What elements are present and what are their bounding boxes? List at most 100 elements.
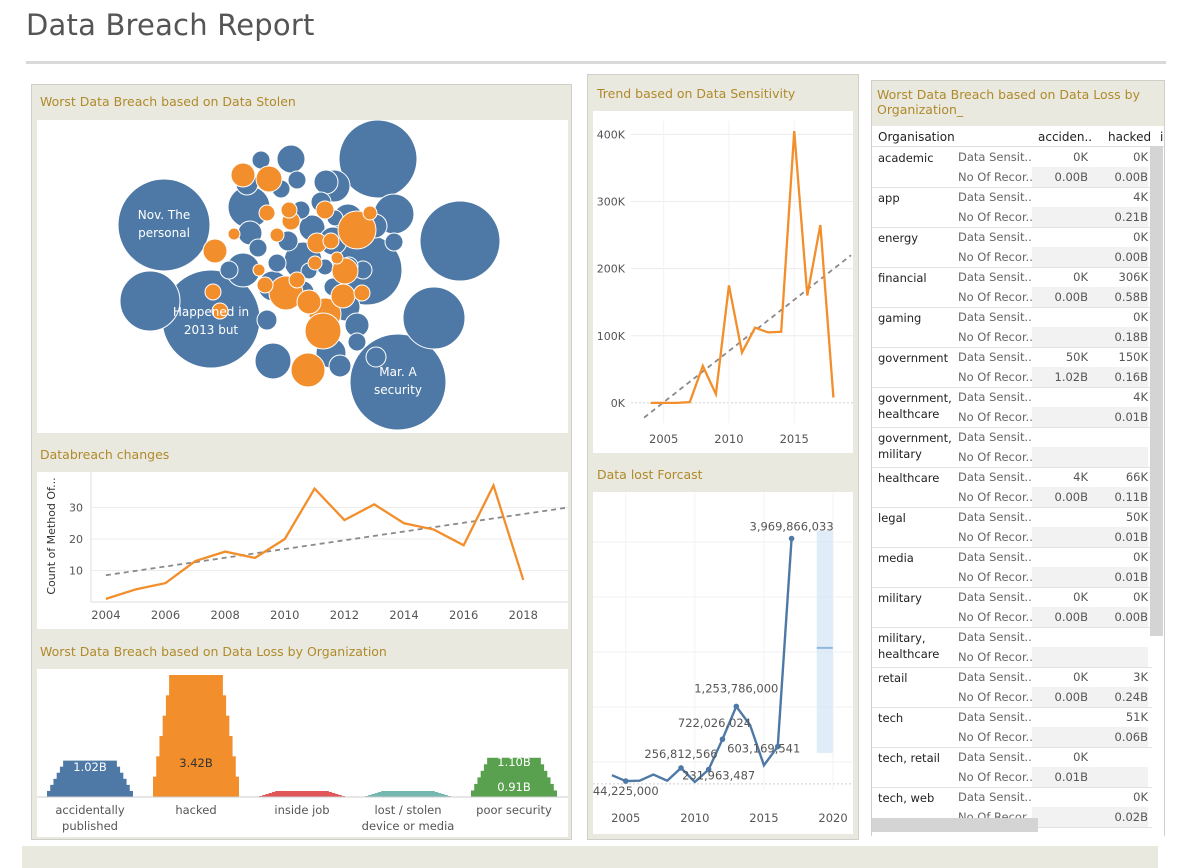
data-lost-forecast-svg[interactable]: 2005 2010 2015 2020 44,225,000 256,812,566 231… (593, 492, 853, 834)
header-inside[interactable]: i (1160, 130, 1164, 144)
trend-sensitivity-chart[interactable]: 0K 100K 200K 300K 400K 2005 2010 2015 (593, 111, 853, 453)
header-organisation[interactable]: Organisation (878, 130, 955, 144)
accidental-cell: 0.00B (1054, 610, 1089, 624)
table-row[interactable]: energy Data Sensit.. 0K No Of Recor.. 0.00B (872, 227, 1152, 268)
table-row[interactable]: military Data Sensit.. 0K 0K No Of Recor.. 0.… (872, 587, 1152, 628)
accidental-cell: 0K (1073, 670, 1088, 684)
row-shade (1032, 607, 1148, 627)
header-accidentally[interactable]: acciden.. (1038, 130, 1093, 144)
table-horizontal-scrollbar[interactable] (872, 818, 1038, 832)
hacked-cell: 0.00B (1114, 610, 1149, 624)
table-row[interactable]: financial Data Sensit.. 0K 306K No Of Recor.… (872, 267, 1152, 308)
row-shade (1032, 767, 1148, 787)
measure-name: No Of Recor.. (958, 730, 1032, 744)
data-point (678, 765, 684, 771)
databreach-changes-svg[interactable]: 10 20 30 2004 2006 2008 2010 2012 2014 2016 2018 Co… (37, 472, 569, 629)
row-shade (1032, 647, 1148, 667)
bubble (117, 178, 211, 272)
bubble (227, 227, 241, 241)
bubble (330, 283, 356, 309)
data-point-label: 603,169,541 (727, 742, 800, 756)
table-row[interactable]: legal Data Sensit.. 50K No Of Recor.. 0.01B (872, 507, 1152, 548)
measure-name: No Of Recor.. (958, 410, 1032, 424)
table-row[interactable]: tech Data Sensit.. 51K No Of Recor.. 0.06B (872, 707, 1152, 748)
trend-sensitivity-title: Trend based on Data Sensitivity (597, 86, 796, 101)
measure-name: No Of Recor.. (958, 530, 1032, 544)
accidental-cell: 1.02B (1054, 370, 1089, 384)
bar-segment (474, 783, 554, 791)
bubble (287, 170, 307, 190)
row-shade (1032, 487, 1148, 507)
bar-segment (59, 766, 121, 774)
measure-name: Data Sensit.. (958, 470, 1032, 484)
bubble-chart[interactable]: Nov. The personal Happened in 2013 but Mar. … (37, 119, 568, 433)
data-point (622, 778, 629, 784)
measure-name: No Of Recor.. (958, 690, 1032, 704)
hacked-cell: 51K (1125, 710, 1148, 724)
bubble-label: Mar. A (379, 365, 417, 379)
table-row[interactable]: government, healthcare Data Sensit.. 4K No … (872, 387, 1152, 428)
data-stolen-title: Worst Data Breach based on Data Stolen (40, 94, 296, 109)
table-row[interactable]: app Data Sensit.. 4K No Of Recor.. 0.21B (872, 187, 1152, 228)
bar-value-label: 3.42B (179, 756, 213, 770)
loss-by-org-table[interactable]: Organisation acciden.. hacked i academic… (872, 126, 1164, 836)
measure-name: No Of Recor.. (958, 370, 1032, 384)
table-row[interactable]: media Data Sensit.. 0K No Of Recor.. 0.01B (872, 547, 1152, 588)
table-row[interactable]: tech, retail Data Sensit.. 0K No Of Recor..… (872, 747, 1152, 788)
hacked-cell: 0.00B (1114, 170, 1149, 184)
org-name: financial (878, 271, 927, 285)
hacked-cell: 50K (1125, 510, 1148, 524)
trend-sensitivity-svg[interactable]: 0K 100K 200K 300K 400K 2005 2010 2015 (593, 111, 853, 453)
bubble (255, 165, 283, 193)
hacked-cell: 0K (1133, 550, 1148, 564)
row-shade (1032, 687, 1148, 707)
bubble (322, 232, 340, 250)
data-lost-forecast-chart[interactable]: 2005 2010 2015 2020 44,225,000 256,812,566 231… (593, 492, 853, 834)
page-title: Data Breach Report (26, 8, 315, 42)
table-vertical-scrollbar[interactable] (1150, 146, 1163, 636)
category-label: accidentally (55, 803, 124, 817)
measure-name: No Of Recor.. (958, 570, 1032, 584)
measure-name: No Of Recor.. (958, 490, 1032, 504)
category-label: lost / stolen (374, 803, 441, 817)
loss-by-org-chart[interactable]: 1.02B accidentally published 3.42B hacked ins… (37, 669, 568, 837)
bar-segment (53, 778, 127, 786)
table-row[interactable]: academic Data Sensit.. 0K 0K No Of Recor.. 0.… (872, 147, 1152, 188)
bubble (347, 332, 367, 352)
table-row[interactable]: government, military Data Sensit.. No Of R… (872, 427, 1152, 468)
series-line (650, 130, 835, 405)
hacked-cell: 150K (1118, 350, 1149, 364)
trend-line (105, 506, 569, 577)
measure-name: No Of Recor.. (958, 210, 1032, 224)
header-hacked[interactable]: hacked (1108, 130, 1152, 144)
bar-segment (377, 792, 439, 794)
measure-name: No Of Recor.. (958, 250, 1032, 264)
x-tick-label: 2016 (449, 608, 478, 622)
row-shade (1032, 727, 1148, 747)
bubble-chart-svg[interactable]: Nov. The personal Happened in 2013 but Mar. … (37, 119, 568, 433)
bubble (269, 227, 285, 243)
bar-segment (471, 790, 557, 798)
bubble (258, 204, 276, 222)
data-point (788, 535, 795, 542)
databreach-changes-chart[interactable]: 10 20 30 2004 2006 2008 2010 2012 2014 2016 2018 Co… (37, 472, 569, 629)
accidental-cell: 0.00B (1054, 290, 1089, 304)
measure-name: Data Sensit.. (958, 350, 1032, 364)
bar-segment (268, 793, 336, 795)
table-row[interactable]: gaming Data Sensit.. 0K No Of Recor.. 0.18B (872, 307, 1152, 348)
table-row[interactable]: healthcare Data Sensit.. 4K 66K No Of Recor.… (872, 467, 1152, 508)
x-tick-label: 2014 (389, 608, 418, 622)
table-row[interactable]: government Data Sensit.. 50K 150K No Of Reco… (872, 347, 1152, 388)
measure-name: No Of Recor.. (958, 770, 1032, 784)
bar-segment (165, 695, 227, 717)
bubble (338, 119, 418, 199)
accidental-cell: 0.01B (1054, 770, 1089, 784)
measure-name: Data Sensit.. (958, 710, 1032, 724)
measure-name: Data Sensit.. (958, 270, 1032, 284)
bubble-label: Nov. The (138, 208, 190, 222)
table-row[interactable]: retail Data Sensit.. 0K 3K No Of Recor.. 0.00… (872, 667, 1152, 708)
table-row[interactable]: military, healthcare Data Sensit.. No Of R… (872, 627, 1152, 668)
row-shade (1032, 287, 1148, 307)
measure-name: Data Sensit.. (958, 230, 1032, 244)
loss-by-org-svg[interactable]: 1.02B accidentally published 3.42B hacked ins… (37, 669, 568, 837)
